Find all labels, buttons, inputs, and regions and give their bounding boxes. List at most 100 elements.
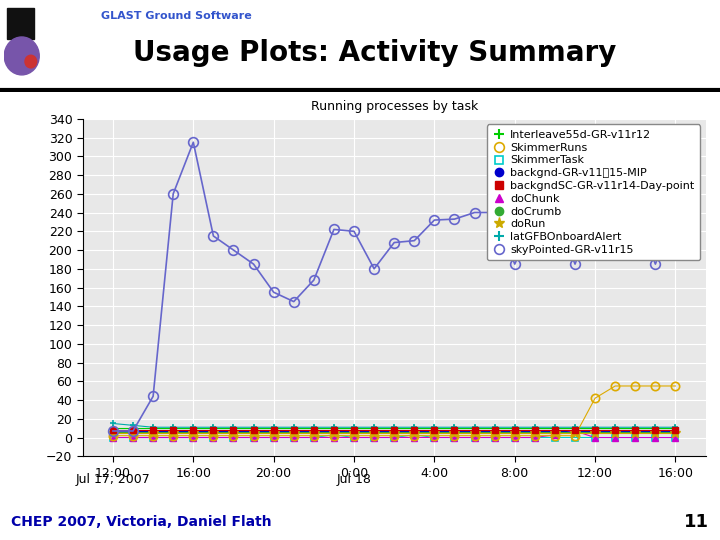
doChunk [410, 434, 418, 441]
SkimmerTask [249, 434, 258, 441]
SkimmerTask [209, 434, 217, 441]
latGFBOnboardAlert [410, 424, 418, 430]
Interleave55d-GR-v11r12 [551, 425, 559, 431]
backgndSC-GR-v11r14-Day-point [390, 427, 399, 433]
latGFBOnboardAlert [229, 424, 238, 430]
doChunk [390, 434, 399, 441]
SkimmerRuns [390, 433, 399, 439]
doRun [510, 430, 519, 436]
SkimmerTask [430, 434, 438, 441]
latGFBOnboardAlert [310, 424, 318, 430]
backgndSC-GR-v11r14-Day-point [330, 427, 338, 433]
skyPointed-GR-v11r15 [531, 217, 539, 224]
SkimmerRuns [370, 433, 379, 439]
doCrumb [671, 429, 680, 435]
Interleave55d-GR-v11r12 [330, 425, 338, 431]
SkimmerTask [410, 431, 418, 438]
skyPointed-GR-v11r15 [350, 228, 359, 234]
Line: doCrumb: doCrumb [110, 429, 678, 435]
backgndSC-GR-v11r14-Day-point [370, 427, 379, 433]
backgndSC-GR-v11r14-Day-point [129, 427, 138, 433]
skyPointed-GR-v11r15 [229, 247, 238, 253]
doChunk [310, 434, 318, 441]
doChunk [470, 434, 479, 441]
Line: backgndSC-GR-v11r14-Day-point: backgndSC-GR-v11r14-Day-point [109, 427, 679, 434]
backgnd-GR-v1115-MIP [209, 428, 217, 434]
Line: doRun: doRun [108, 428, 680, 438]
Text: Jul 17, 2007: Jul 17, 2007 [76, 473, 150, 486]
backgndSC-GR-v11r14-Day-point [410, 427, 418, 433]
SkimmerRuns [289, 433, 298, 439]
backgnd-GR-v1115-MIP [189, 428, 197, 434]
skyPointed-GR-v11r15 [149, 393, 158, 400]
Line: doChunk: doChunk [109, 428, 679, 441]
SkimmerRuns [149, 433, 158, 439]
latGFBOnboardAlert [490, 424, 499, 430]
backgnd-GR-v1115-MIP [430, 428, 438, 434]
latGFBOnboardAlert [430, 424, 438, 430]
SkimmerRuns [510, 433, 519, 439]
doCrumb [470, 429, 479, 435]
backgnd-GR-v1115-MIP [129, 428, 138, 434]
doRun [330, 430, 338, 436]
doChunk [269, 434, 278, 441]
doCrumb [571, 429, 580, 435]
doChunk [129, 434, 138, 441]
SkimmerRuns [229, 433, 238, 439]
skyPointed-GR-v11r15 [410, 238, 418, 244]
doCrumb [310, 429, 318, 435]
backgnd-GR-v1115-MIP [571, 428, 580, 434]
doCrumb [289, 429, 298, 435]
skyPointed-GR-v11r15 [370, 266, 379, 272]
SkimmerTask [289, 434, 298, 441]
backgndSC-GR-v11r14-Day-point [149, 427, 158, 433]
doRun [450, 430, 459, 436]
doRun [470, 430, 479, 436]
backgndSC-GR-v11r14-Day-point [470, 427, 479, 433]
Interleave55d-GR-v11r12 [490, 425, 499, 431]
Interleave55d-GR-v11r12 [390, 425, 399, 431]
backgndSC-GR-v11r14-Day-point [229, 427, 238, 433]
doRun [571, 430, 580, 436]
backgnd-GR-v1115-MIP [510, 428, 519, 434]
SkimmerRuns [450, 433, 459, 439]
doCrumb [330, 429, 338, 435]
SkimmerRuns [109, 433, 117, 439]
Interleave55d-GR-v11r12 [671, 425, 680, 431]
doCrumb [591, 429, 600, 435]
SkimmerRuns [169, 433, 178, 439]
Line: skyPointed-GR-v11r15: skyPointed-GR-v11r15 [108, 137, 680, 436]
doChunk [631, 434, 639, 441]
backgndSC-GR-v11r14-Day-point [531, 427, 539, 433]
skyPointed-GR-v11r15 [169, 191, 178, 197]
backgnd-GR-v1115-MIP [249, 428, 258, 434]
SkimmerRuns [310, 433, 318, 439]
SkimmerRuns [430, 433, 438, 439]
Line: latGFBOnboardAlert: latGFBOnboardAlert [109, 420, 679, 431]
doRun [310, 430, 318, 436]
doRun [350, 430, 359, 436]
Circle shape [25, 55, 37, 68]
doCrumb [551, 429, 559, 435]
Line: SkimmerTask: SkimmerTask [109, 431, 679, 441]
backgnd-GR-v1115-MIP [269, 428, 278, 434]
doChunk [370, 434, 379, 441]
backgnd-GR-v1115-MIP [330, 428, 338, 434]
SkimmerTask [350, 434, 359, 441]
Interleave55d-GR-v11r12 [209, 425, 217, 431]
doChunk [109, 434, 117, 441]
SkimmerTask [330, 431, 338, 438]
Legend: Interleave55d-GR-v11r12, SkimmerRuns, SkimmerTask, backgnd-GR-v1115-MIP, backgn: Interleave55d-GR-v11r12, SkimmerRuns, Sk… [487, 124, 700, 260]
SkimmerRuns [249, 433, 258, 439]
backgnd-GR-v1115-MIP [551, 428, 559, 434]
doRun [430, 430, 438, 436]
doCrumb [510, 429, 519, 435]
Line: backgnd-GR-v1115-MIP: backgnd-GR-v1115-MIP [110, 428, 678, 434]
SkimmerRuns [631, 383, 639, 389]
doRun [370, 430, 379, 436]
skyPointed-GR-v11r15 [671, 210, 680, 216]
doRun [551, 430, 559, 436]
doRun [390, 430, 399, 436]
doCrumb [149, 429, 158, 435]
SkimmerRuns [651, 383, 660, 389]
